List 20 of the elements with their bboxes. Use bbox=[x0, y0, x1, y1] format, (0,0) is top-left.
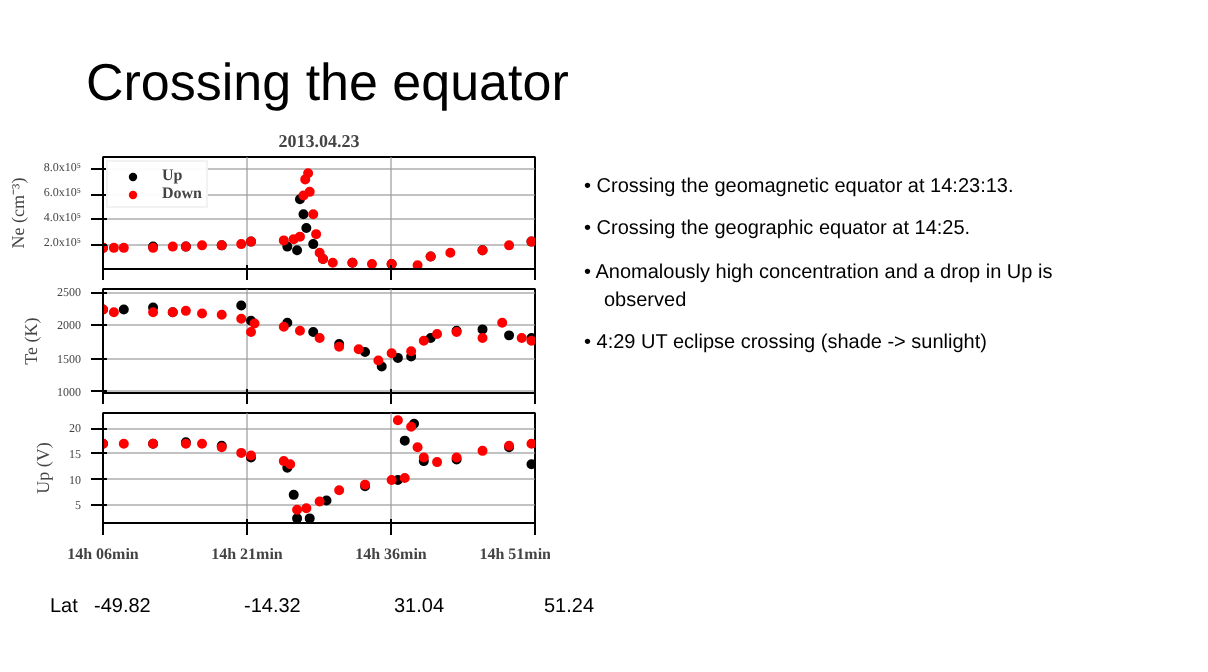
text: • 4:29 UT eclipse crossing (shade -> sunlight) bbox=[584, 330, 989, 359]
text: • Crossing the geographic equator at 14:25. bbox=[584, 216, 973, 245]
text: 51.24 bbox=[544, 594, 597, 622]
x-tick-label: 14h 21min bbox=[211, 545, 284, 563]
x-tick-label: 14h 36min bbox=[355, 545, 428, 563]
y-axis-title: Ne (cm⁻³) bbox=[7, 177, 28, 249]
legend-label: Up bbox=[162, 166, 185, 184]
chart-title: 2013.04.23 bbox=[278, 131, 361, 151]
text: • Crossing the geomagnetic equator at 14:23:13. bbox=[584, 174, 1016, 202]
text: Lat bbox=[50, 594, 80, 622]
text: -14.32 bbox=[244, 594, 303, 622]
text: Crossing the equator bbox=[86, 50, 569, 116]
y-axis-title: Up (V) bbox=[33, 442, 53, 494]
x-tick-label: 14h 51min bbox=[479, 545, 553, 563]
legend-label: Down bbox=[162, 184, 203, 202]
text: 31.04 bbox=[394, 594, 447, 622]
y-axis-title: Te (K) bbox=[21, 317, 41, 365]
text: • Anomalously high concentration and a drop in Up is observed bbox=[584, 259, 1055, 316]
text: -49.82 bbox=[94, 594, 153, 622]
x-tick-label: 14h 06min bbox=[67, 545, 140, 563]
